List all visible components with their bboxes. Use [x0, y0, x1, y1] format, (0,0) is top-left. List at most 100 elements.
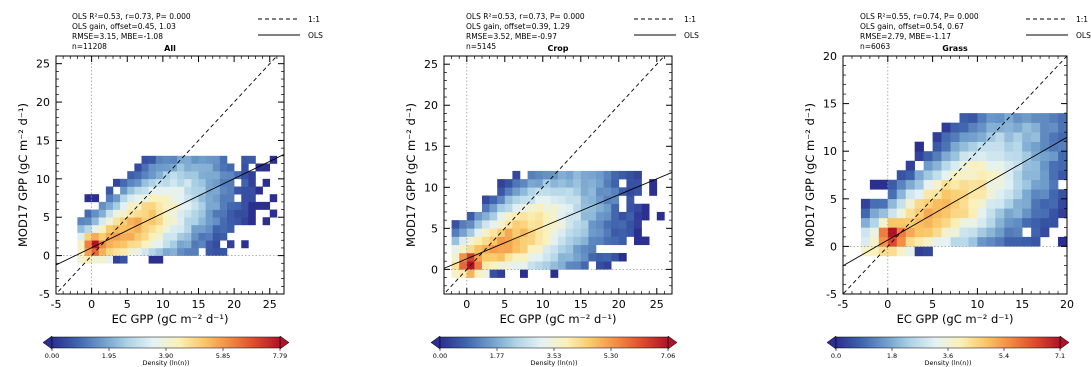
y-tick-label: 5	[431, 222, 438, 235]
panel-title: Grass	[942, 44, 968, 53]
density-cell	[618, 187, 627, 196]
density-cell	[504, 203, 513, 213]
density-cell	[241, 194, 249, 203]
density-cell	[1031, 132, 1041, 142]
panel-title: All	[164, 44, 176, 53]
density-cell	[170, 232, 178, 241]
y-tick-label: 15	[36, 134, 50, 147]
density-cell	[603, 211, 612, 221]
x-tick-label: 10	[156, 298, 170, 311]
density-cell	[520, 269, 528, 278]
density-cell	[489, 252, 498, 262]
density-cell	[1040, 151, 1050, 162]
density-cell	[611, 236, 620, 246]
density-cell	[113, 247, 121, 256]
density-cell	[1058, 113, 1067, 123]
density-cell	[459, 236, 468, 246]
density-cell	[941, 170, 951, 181]
density-cell	[520, 252, 528, 262]
density-cell	[896, 198, 907, 209]
x-tick-label: -5	[838, 298, 849, 311]
y-tick-label: 0	[830, 240, 837, 253]
density-cell	[1004, 132, 1014, 142]
density-cell	[170, 240, 178, 249]
density-cell	[995, 227, 1005, 238]
density-cell	[565, 179, 574, 188]
density-cell	[512, 261, 521, 270]
density-cell	[198, 209, 206, 218]
density-cell	[932, 160, 942, 171]
density-cell	[191, 217, 199, 226]
density-cell	[542, 211, 551, 221]
density-cell	[550, 269, 559, 278]
y-tick-label: 20	[36, 96, 50, 109]
density-cell	[995, 179, 1005, 190]
density-cell	[120, 255, 128, 264]
density-cell	[162, 232, 171, 241]
density-cell	[184, 224, 192, 233]
chart-svg: -5 0 5 10 15 20 25 -5 0 5 10 15 20 25 EC GPP (gC m⁻² d…	[16, 18, 300, 367]
density-cell	[914, 246, 924, 257]
density-cell	[914, 227, 924, 238]
density-cell	[262, 217, 271, 226]
density-cell	[105, 217, 114, 226]
density-cell	[177, 209, 185, 218]
density-cell	[878, 179, 889, 190]
density-cell	[1049, 122, 1059, 133]
density-cell	[212, 186, 221, 195]
density-cell	[155, 217, 164, 226]
density-cell	[148, 178, 157, 187]
density-cell	[914, 217, 924, 228]
density-cell	[986, 141, 996, 152]
colorbar-tick-label: 5.30	[604, 352, 618, 360]
density-cell	[618, 228, 627, 237]
density-cell	[1040, 132, 1050, 142]
density-cell	[177, 217, 185, 226]
density-cell	[542, 203, 551, 213]
density-cell	[588, 187, 597, 196]
density-cell	[535, 211, 544, 221]
density-cell	[205, 247, 214, 256]
density-cell	[255, 163, 263, 172]
density-cell	[887, 189, 898, 200]
density-cell	[148, 224, 157, 233]
density-cell	[603, 170, 612, 180]
density-cell	[134, 217, 142, 226]
density-cell	[626, 203, 635, 213]
y-tick-label: 0	[43, 250, 50, 263]
density-cell	[177, 186, 185, 195]
density-cell	[977, 141, 987, 152]
density-cell	[241, 217, 249, 226]
density-cell	[1058, 236, 1067, 247]
density-cell	[466, 228, 475, 237]
density-cell	[91, 224, 100, 233]
stats-line-1: OLS R²=0.55, r=0.74, P= 0.000	[860, 12, 979, 21]
density-cell	[1058, 189, 1067, 200]
density-cell	[451, 220, 460, 229]
density-cell	[248, 155, 256, 164]
density-cell	[219, 247, 228, 256]
density-cell	[596, 220, 604, 229]
density-cell	[565, 211, 574, 221]
density-cell	[212, 155, 221, 164]
density-cell	[227, 186, 235, 195]
density-cell	[512, 236, 521, 246]
density-cell	[977, 217, 987, 228]
density-cell	[565, 220, 574, 229]
density-cell	[1022, 208, 1032, 219]
density-cell	[968, 113, 978, 123]
density-cell	[1049, 151, 1059, 162]
y-tick-label: 10	[823, 145, 837, 158]
density-cell	[162, 240, 171, 249]
colorbar-low-arrow	[430, 335, 441, 350]
density-cell	[241, 178, 249, 187]
density-cell	[923, 160, 933, 171]
density-cell	[155, 209, 164, 218]
density-cell	[1031, 160, 1041, 171]
density-cell	[896, 208, 907, 219]
density-cell	[896, 179, 907, 190]
stats-line-3: RMSE=3.15, MBE=-1.08	[72, 32, 163, 41]
density-cell	[558, 261, 566, 270]
density-cell	[520, 211, 528, 221]
density-cell	[641, 211, 650, 221]
